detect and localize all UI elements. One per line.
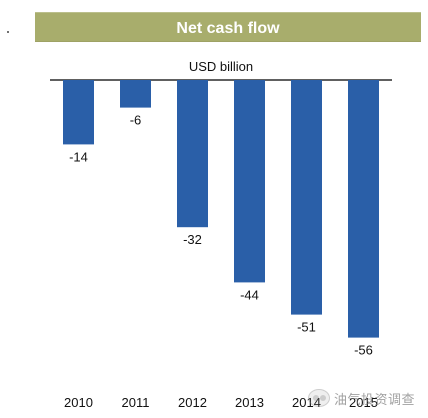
corner-dot [7,31,9,33]
category-label-2012: 2012 [178,395,207,410]
value-label-2015: -56 [354,343,373,358]
value-label-2013: -44 [240,287,259,302]
value-labels-layer: -14 -6 -32 -44 -51 -56 [69,113,373,358]
bar-2011 [120,80,151,108]
category-label-2015: 2015 [349,395,378,410]
category-label-2011: 2011 [122,395,150,410]
bar-2013 [234,80,265,283]
bar-2012 [177,80,208,228]
bar-2010 [63,80,94,145]
title-banner [35,12,421,42]
bars-layer [63,80,379,338]
title-banner-highlight [35,12,421,42]
category-label-2010: 2010 [64,395,93,410]
watermark-text: 油气投资调查 [334,391,416,407]
watermark: 油气投资调查 [308,386,428,410]
value-label-2014: -51 [297,320,316,335]
category-label-2013: 2013 [235,395,264,410]
value-label-2012: -32 [183,232,202,247]
wechat-icon [308,389,330,407]
value-label-2010: -14 [69,149,88,164]
bar-2015 [348,80,379,338]
chart-title: Net cash flow [176,20,280,37]
bar-2014 [291,80,322,315]
unit-label: USD billion [189,59,253,74]
value-label-2011: -6 [130,113,142,128]
